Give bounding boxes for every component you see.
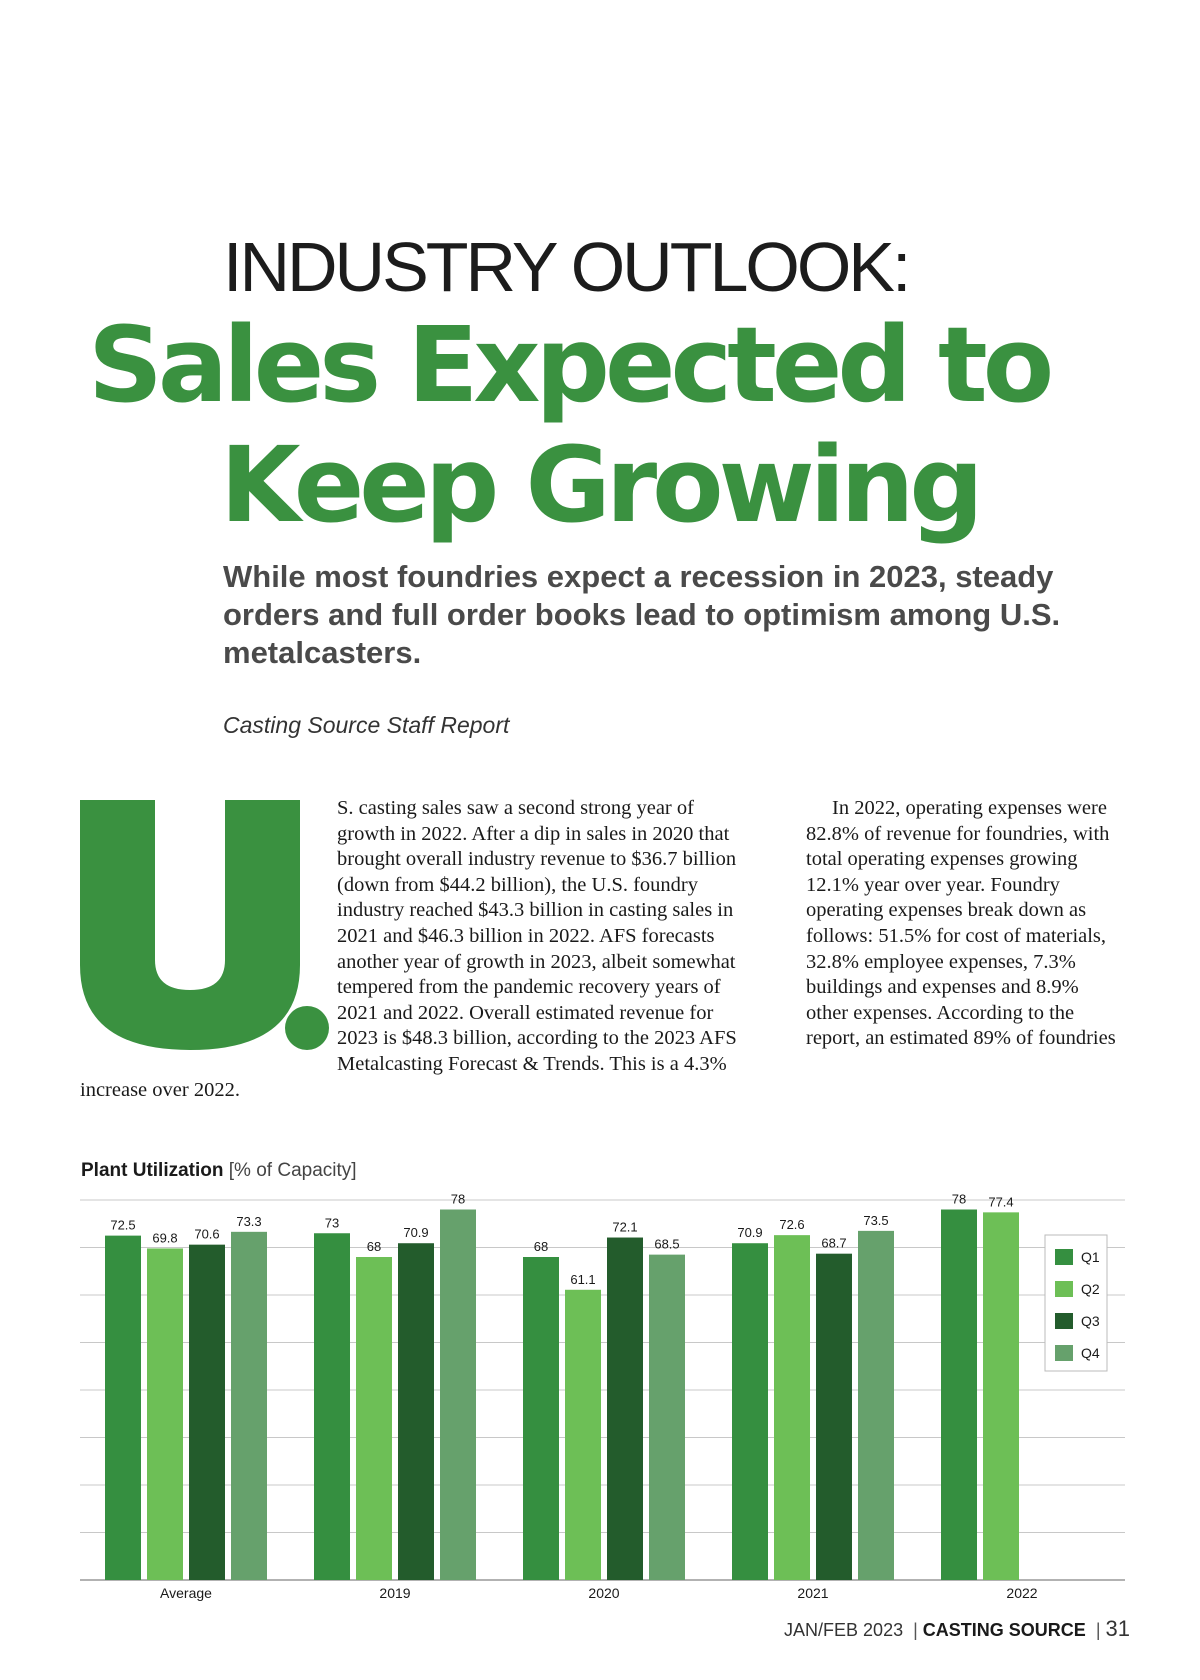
- legend-swatch-q3: [1055, 1313, 1073, 1329]
- article-body-column-1: S. casting sales saw a second strong yea…: [80, 796, 755, 1103]
- bar-value-label: 73.5: [863, 1213, 888, 1228]
- bar-value-label: 70.6: [194, 1227, 219, 1242]
- body-paragraph-1: S. casting sales saw a second strong yea…: [80, 797, 737, 1101]
- bar-value-label: 73.3: [236, 1214, 261, 1229]
- legend-label-q4: Q4: [1081, 1345, 1100, 1361]
- article-headline: Sales Expected to Keep Growing: [88, 305, 1148, 545]
- bar-q3: [189, 1244, 225, 1580]
- bar-value-label: 78: [451, 1192, 465, 1207]
- legend-swatch-q1: [1055, 1249, 1073, 1265]
- bar-value-label: 70.9: [403, 1225, 428, 1240]
- bar-q2: [774, 1235, 810, 1580]
- bar-q2: [356, 1257, 392, 1580]
- legend-label-q1: Q1: [1081, 1249, 1100, 1265]
- footer-separator: |: [913, 1620, 918, 1640]
- body-paragraph-2: In 2022, operating expenses were 82.8% o…: [806, 797, 1116, 1050]
- bar-value-label: 61.1: [570, 1272, 595, 1287]
- bar-q1: [105, 1235, 141, 1580]
- bar-value-label: 68: [367, 1239, 381, 1254]
- legend-swatch-q2: [1055, 1281, 1073, 1297]
- bar-value-label: 68.7: [821, 1236, 846, 1251]
- headline-line-2: Keep Growing: [220, 424, 984, 546]
- x-tick-label: 2021: [797, 1585, 828, 1601]
- article-body-column-2: In 2022, operating expenses were 82.8% o…: [806, 796, 1124, 1052]
- x-tick-label: 2019: [379, 1585, 410, 1601]
- dropcap-letter: U.: [80, 800, 329, 1050]
- bar-q4: [649, 1254, 685, 1580]
- legend-label-q2: Q2: [1081, 1281, 1100, 1297]
- bar-q3: [607, 1237, 643, 1580]
- bar-value-label: 68: [534, 1239, 548, 1254]
- bar-value-label: 68.5: [654, 1237, 679, 1252]
- bar-q1: [523, 1257, 559, 1580]
- bar-q4: [440, 1209, 476, 1580]
- chart-title-subtitle: [% of Capacity]: [228, 1160, 357, 1181]
- dropcap-period: [285, 1006, 329, 1050]
- bar-q2: [147, 1248, 183, 1580]
- article-deck: While most foundries expect a recession …: [223, 559, 1061, 670]
- page-footer: JAN/FEB 2023 | CASTING SOURCE | 31: [784, 1616, 1130, 1642]
- bar-q2: [565, 1289, 601, 1580]
- bar-q4: [231, 1231, 267, 1580]
- footer-issue: JAN/FEB 2023: [784, 1620, 904, 1640]
- bar-value-label: 77.4: [988, 1194, 1013, 1209]
- chart-title-main: Plant Utilization: [81, 1160, 224, 1181]
- headline-line-1: Sales Expected to: [88, 304, 1054, 426]
- bar-value-label: 72.6: [779, 1217, 804, 1232]
- bar-q4: [858, 1230, 894, 1580]
- bar-q1: [941, 1209, 977, 1580]
- bar-value-label: 69.8: [152, 1230, 177, 1245]
- bar-value-label: 70.9: [737, 1225, 762, 1240]
- bar-q3: [398, 1243, 434, 1580]
- chart-title: Plant Utilization [% of Capacity]: [81, 1160, 357, 1182]
- bar-q1: [314, 1233, 350, 1580]
- legend-swatch-q4: [1055, 1345, 1073, 1361]
- x-tick-label: 2022: [1006, 1585, 1037, 1601]
- bar-value-label: 72.1: [612, 1220, 637, 1235]
- x-tick-label: Average: [160, 1585, 212, 1601]
- bar-value-label: 78: [952, 1192, 966, 1207]
- bar-value-label: 72.5: [110, 1218, 135, 1233]
- footer-publication: CASTING SOURCE: [922, 1620, 1086, 1640]
- footer-separator-2: |: [1095, 1620, 1101, 1640]
- bar-q2: [983, 1212, 1019, 1580]
- article-byline: Casting Source Staff Report: [223, 712, 510, 738]
- footer-page-number: 31: [1105, 1616, 1130, 1641]
- legend-label-q3: Q3: [1081, 1313, 1100, 1329]
- plant-utilization-chart: 72.5 69.8 70.6 73.3 Average 73 68 70.9 78 2019 68 6…: [80, 1192, 1125, 1601]
- article-kicker: INDUSTRY OUTLOOK:: [223, 228, 911, 306]
- bar-q1: [732, 1243, 768, 1580]
- x-tick-label: 2020: [588, 1585, 619, 1601]
- dropcap-u-shape: [80, 800, 300, 1050]
- bar-value-label: 73: [325, 1215, 339, 1230]
- bar-q3: [816, 1253, 852, 1580]
